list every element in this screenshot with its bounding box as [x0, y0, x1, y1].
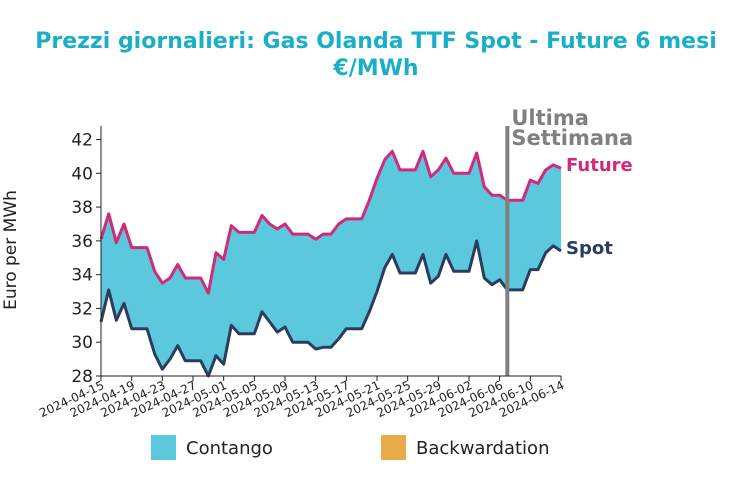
- legend-label-backwardation: Backwardation: [416, 438, 549, 459]
- y-axis-label: Euro per MWh: [1, 190, 21, 310]
- y-tick-label: 34: [71, 266, 93, 286]
- last-week-label-line2: Settimana: [511, 126, 633, 150]
- y-axis-ticks: 28 30 32 34 36 38 40 42: [71, 131, 101, 387]
- future-series-line: [99, 149, 562, 295]
- legend-label-contango: Contango: [186, 438, 273, 459]
- future-series-label: Future: [566, 155, 633, 176]
- legend-swatch-backwardation: [381, 435, 406, 460]
- spot-series-line: [99, 239, 562, 378]
- spot-series-label: Spot: [566, 238, 613, 259]
- contango-area: [101, 151, 561, 376]
- y-tick-label: 38: [71, 198, 93, 218]
- y-tick-label: 30: [71, 333, 93, 353]
- x-axis-ticks: 2024-04-152024-04-192024-04-232024-04-27…: [37, 376, 566, 420]
- legend-swatch-contango: [151, 435, 176, 460]
- y-tick-label: 36: [71, 232, 93, 252]
- chart-subtitle: €/MWh: [332, 56, 418, 81]
- y-tick-label: 32: [71, 299, 93, 319]
- y-tick-label: 40: [71, 164, 93, 184]
- last-week-label-line1: Ultima: [511, 106, 589, 130]
- y-tick-label: 42: [71, 131, 93, 151]
- chart-title: Prezzi giornalieri: Gas Olanda TTF Spot …: [35, 29, 717, 54]
- plot-area: [99, 126, 562, 378]
- y-tick-label: 28: [71, 367, 93, 387]
- legend: Contango Backwardation: [151, 435, 549, 460]
